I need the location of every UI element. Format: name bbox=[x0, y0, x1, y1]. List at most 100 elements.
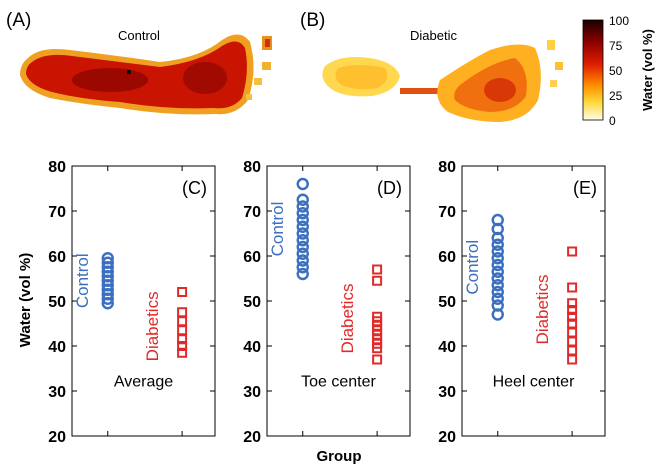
diabetics-point bbox=[177, 307, 188, 318]
panel-annotation: Average bbox=[114, 374, 173, 391]
diabetics-point bbox=[372, 275, 383, 286]
control-point bbox=[296, 220, 309, 233]
control-point bbox=[491, 252, 504, 265]
y-tick-label: 20 bbox=[438, 429, 456, 446]
diabetics-point bbox=[372, 311, 383, 322]
control-point bbox=[101, 252, 114, 265]
series-label-diabetics: Diabetics bbox=[533, 275, 552, 345]
diabetics-point bbox=[567, 354, 578, 365]
diabetics-point bbox=[372, 354, 383, 365]
colorbar-tick-label: 25 bbox=[609, 89, 623, 103]
y-tick-label: 40 bbox=[243, 339, 261, 356]
control-point bbox=[491, 285, 504, 299]
panel-label: (E) bbox=[573, 178, 597, 198]
scatter-panel-d: 20 30 40 50 60 70 80 (D) Toe center Control Diabet… bbox=[243, 159, 411, 446]
control-point bbox=[296, 213, 309, 227]
diabetics-point bbox=[567, 246, 578, 257]
control-point bbox=[296, 234, 309, 247]
control-point bbox=[491, 292, 504, 305]
series-label-control: Control bbox=[463, 240, 482, 295]
scatter-panel-c: 20 30 40 50 60 70 80 (C) Average Control Diabetics bbox=[48, 159, 216, 446]
control-point bbox=[491, 272, 504, 285]
y-tick-label: 50 bbox=[438, 294, 456, 311]
y-tick-label: 60 bbox=[438, 249, 456, 266]
control-point bbox=[296, 200, 309, 213]
control-point bbox=[296, 240, 309, 254]
water-map-panel-b: (B) Diabetic bbox=[300, 10, 563, 122]
diabetics-point bbox=[567, 336, 578, 347]
colorbar-tick-label: 50 bbox=[609, 64, 623, 78]
series-label-control: Control bbox=[268, 202, 287, 257]
series-label-control: Control bbox=[73, 253, 92, 308]
control-point bbox=[491, 213, 504, 227]
y-tick-label: 80 bbox=[438, 159, 456, 176]
y-tick-label: 30 bbox=[438, 384, 456, 401]
diabetics-point bbox=[567, 305, 578, 315]
control-point bbox=[296, 261, 309, 274]
control-point bbox=[296, 267, 309, 281]
y-tick-label: 30 bbox=[48, 384, 66, 401]
panel-annotation: Toe center bbox=[301, 374, 376, 391]
control-point bbox=[296, 193, 309, 206]
panel-label: (D) bbox=[377, 178, 402, 198]
y-tick-label: 50 bbox=[243, 294, 261, 311]
series-label-diabetics: Diabetics bbox=[338, 284, 357, 354]
diabetics-point bbox=[567, 311, 578, 322]
y-tick-label: 50 bbox=[48, 294, 66, 311]
scatter-panel-e: 20 30 40 50 60 70 80 (E) Heel center Control Diabe… bbox=[438, 159, 606, 446]
colorbar-tick-label: 0 bbox=[609, 114, 616, 128]
y-tick-label: 60 bbox=[243, 249, 261, 266]
diabetics-point bbox=[567, 345, 578, 356]
panel-label-b: (B) bbox=[300, 10, 325, 31]
y-tick-label: 70 bbox=[438, 204, 456, 221]
diabetics-point bbox=[177, 287, 188, 297]
control-foot-map bbox=[20, 34, 272, 115]
panel-label-a: (A) bbox=[6, 10, 31, 31]
diabetics-point bbox=[567, 298, 578, 309]
y-tick-label: 40 bbox=[48, 339, 66, 356]
y-tick-label: 80 bbox=[48, 159, 66, 176]
y-tick-label: 80 bbox=[243, 159, 261, 176]
y-tick-label: 30 bbox=[243, 384, 261, 401]
scatter-panels: 20 30 40 50 60 70 80 (C) Average Control Diabetics… bbox=[48, 159, 606, 446]
control-point bbox=[296, 254, 309, 267]
shared-y-axis-label: Water (vol %) bbox=[17, 253, 34, 347]
diabetics-point bbox=[177, 325, 188, 336]
control-point bbox=[101, 256, 114, 269]
y-tick-label: 20 bbox=[243, 429, 261, 446]
control-point bbox=[491, 258, 504, 272]
series-label-diabetics: Diabetics bbox=[143, 291, 162, 361]
panel-annotation: Heel center bbox=[493, 374, 575, 391]
control-point bbox=[491, 238, 504, 251]
y-tick-label: 60 bbox=[48, 249, 66, 266]
colorbar-gradient bbox=[582, 19, 604, 121]
control-point bbox=[491, 265, 504, 278]
y-tick-label: 40 bbox=[438, 339, 456, 356]
colorbar: 100 75 50 25 0 Water (vol %) bbox=[582, 14, 655, 128]
diabetics-point bbox=[372, 264, 383, 275]
diabetics-point bbox=[567, 327, 578, 338]
colorbar-tick-label: 100 bbox=[609, 14, 629, 28]
map-title-control: Control bbox=[118, 28, 160, 43]
y-tick-label: 70 bbox=[48, 204, 66, 221]
diabetics-point bbox=[177, 316, 188, 327]
control-point bbox=[491, 279, 504, 292]
water-map-panel-a: (A) Control bbox=[6, 10, 272, 115]
colorbar-tick-label: 75 bbox=[609, 39, 623, 53]
control-point bbox=[296, 207, 309, 220]
y-tick-label: 20 bbox=[48, 429, 66, 446]
map-title-diabetic: Diabetic bbox=[410, 28, 457, 43]
panel-label: (C) bbox=[182, 178, 207, 198]
diabetics-point bbox=[177, 341, 188, 351]
diabetic-foot-map bbox=[322, 40, 563, 122]
colorbar-label: Water (vol %) bbox=[640, 29, 655, 111]
control-point bbox=[296, 177, 309, 191]
control-point bbox=[296, 247, 309, 260]
diabetics-point bbox=[567, 282, 578, 293]
control-point bbox=[491, 245, 504, 258]
shared-x-axis-label: Group bbox=[317, 448, 362, 465]
diabetics-point bbox=[567, 318, 578, 329]
y-tick-label: 70 bbox=[243, 204, 261, 221]
control-point bbox=[296, 227, 309, 240]
